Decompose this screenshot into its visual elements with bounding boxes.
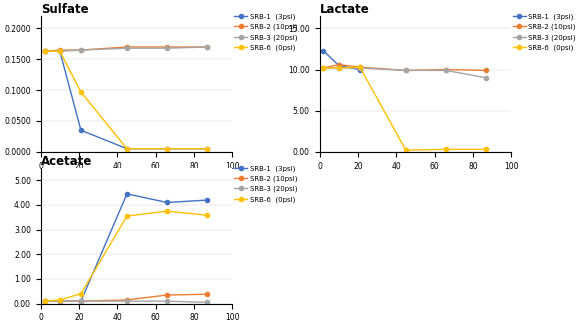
- SRB-1  (3psi): [335, 64, 342, 68]
- Line: SRB-2 (10psi): SRB-2 (10psi): [42, 292, 210, 303]
- SRB-3 (20psi): [356, 66, 363, 70]
- SRB-1  (3psi): [56, 49, 63, 53]
- SRB-1  (3psi): [41, 299, 48, 303]
- SRB-1  (3psi): [204, 198, 211, 202]
- SRB-2 (10psi): [77, 48, 84, 52]
- SRB-2 (10psi): [56, 48, 63, 52]
- SRB-1  (3psi): [356, 68, 363, 71]
- SRB-3 (20psi): [320, 66, 327, 70]
- Line: SRB-6  (0psi): SRB-6 (0psi): [42, 49, 210, 151]
- Line: SRB-6  (0psi): SRB-6 (0psi): [321, 65, 489, 152]
- SRB-6  (0psi): [204, 214, 211, 217]
- SRB-6  (0psi): [164, 147, 171, 151]
- SRB-6  (0psi): [124, 147, 131, 151]
- SRB-6  (0psi): [443, 147, 450, 151]
- SRB-6  (0psi): [164, 209, 171, 213]
- SRB-2 (10psi): [483, 68, 490, 72]
- SRB-2 (10psi): [443, 68, 450, 71]
- SRB-2 (10psi): [335, 63, 342, 67]
- Line: SRB-3 (20psi): SRB-3 (20psi): [321, 66, 489, 80]
- SRB-2 (10psi): [403, 68, 410, 72]
- Line: SRB-1  (3psi): SRB-1 (3psi): [321, 48, 362, 72]
- Line: SRB-3 (20psi): SRB-3 (20psi): [42, 45, 210, 53]
- SRB-6  (0psi): [77, 90, 84, 94]
- SRB-6  (0psi): [320, 66, 327, 70]
- Line: SRB-2 (10psi): SRB-2 (10psi): [321, 63, 489, 72]
- SRB-3 (20psi): [204, 300, 211, 304]
- SRB-2 (10psi): [77, 299, 84, 303]
- SRB-1  (3psi): [56, 299, 63, 303]
- SRB-6  (0psi): [56, 49, 63, 53]
- Line: SRB-3 (20psi): SRB-3 (20psi): [42, 299, 210, 305]
- SRB-3 (20psi): [164, 46, 171, 50]
- SRB-6  (0psi): [204, 147, 211, 151]
- SRB-3 (20psi): [335, 66, 342, 70]
- SRB-2 (10psi): [56, 299, 63, 303]
- Text: Lactate: Lactate: [320, 3, 370, 16]
- SRB-1  (3psi): [124, 147, 131, 151]
- SRB-6  (0psi): [356, 65, 363, 69]
- SRB-2 (10psi): [320, 66, 327, 70]
- SRB-1  (3psi): [77, 128, 84, 132]
- SRB-2 (10psi): [124, 45, 131, 49]
- SRB-2 (10psi): [164, 45, 171, 49]
- SRB-3 (20psi): [124, 46, 131, 50]
- SRB-2 (10psi): [41, 49, 48, 53]
- SRB-2 (10psi): [204, 45, 211, 49]
- Legend: SRB-1  (3psi), SRB-2 (10psi), SRB-3 (20psi), SRB-6  (0psi): SRB-1 (3psi), SRB-2 (10psi), SRB-3 (20ps…: [234, 165, 297, 203]
- SRB-3 (20psi): [204, 45, 211, 49]
- SRB-2 (10psi): [204, 292, 211, 296]
- SRB-3 (20psi): [56, 299, 63, 303]
- SRB-3 (20psi): [77, 48, 84, 52]
- SRB-3 (20psi): [77, 299, 84, 303]
- SRB-1  (3psi): [164, 147, 171, 151]
- SRB-6  (0psi): [403, 148, 410, 152]
- SRB-2 (10psi): [124, 298, 131, 302]
- Line: SRB-1  (3psi): SRB-1 (3psi): [42, 49, 210, 151]
- SRB-1  (3psi): [164, 201, 171, 204]
- Line: SRB-6  (0psi): SRB-6 (0psi): [42, 209, 210, 303]
- Text: Sulfate: Sulfate: [41, 3, 88, 16]
- Legend: SRB-1  (3psi), SRB-2 (10psi), SRB-3 (20psi), SRB-6  (0psi): SRB-1 (3psi), SRB-2 (10psi), SRB-3 (20ps…: [234, 14, 297, 51]
- SRB-2 (10psi): [41, 299, 48, 303]
- SRB-3 (20psi): [41, 299, 48, 303]
- SRB-2 (10psi): [356, 65, 363, 69]
- SRB-1  (3psi): [124, 192, 131, 196]
- SRB-1  (3psi): [77, 299, 84, 303]
- Text: Acetate: Acetate: [41, 155, 92, 168]
- SRB-1  (3psi): [41, 49, 48, 53]
- SRB-6  (0psi): [41, 49, 48, 53]
- SRB-1  (3psi): [320, 49, 327, 53]
- SRB-3 (20psi): [124, 299, 131, 303]
- SRB-1  (3psi): [204, 147, 211, 151]
- Line: SRB-1  (3psi): SRB-1 (3psi): [42, 192, 210, 303]
- SRB-3 (20psi): [403, 68, 410, 72]
- SRB-3 (20psi): [164, 299, 171, 303]
- SRB-3 (20psi): [41, 49, 48, 53]
- Line: SRB-2 (10psi): SRB-2 (10psi): [42, 45, 210, 53]
- Legend: SRB-1  (3psi), SRB-2 (10psi), SRB-3 (20psi), SRB-6  (0psi): SRB-1 (3psi), SRB-2 (10psi), SRB-3 (20ps…: [513, 14, 576, 51]
- SRB-3 (20psi): [56, 49, 63, 53]
- SRB-2 (10psi): [164, 293, 171, 297]
- SRB-6  (0psi): [77, 292, 84, 296]
- SRB-3 (20psi): [483, 76, 490, 80]
- SRB-6  (0psi): [56, 298, 63, 302]
- SRB-6  (0psi): [124, 214, 131, 218]
- SRB-6  (0psi): [41, 299, 48, 303]
- SRB-6  (0psi): [335, 66, 342, 70]
- SRB-3 (20psi): [443, 68, 450, 72]
- SRB-6  (0psi): [483, 147, 490, 151]
